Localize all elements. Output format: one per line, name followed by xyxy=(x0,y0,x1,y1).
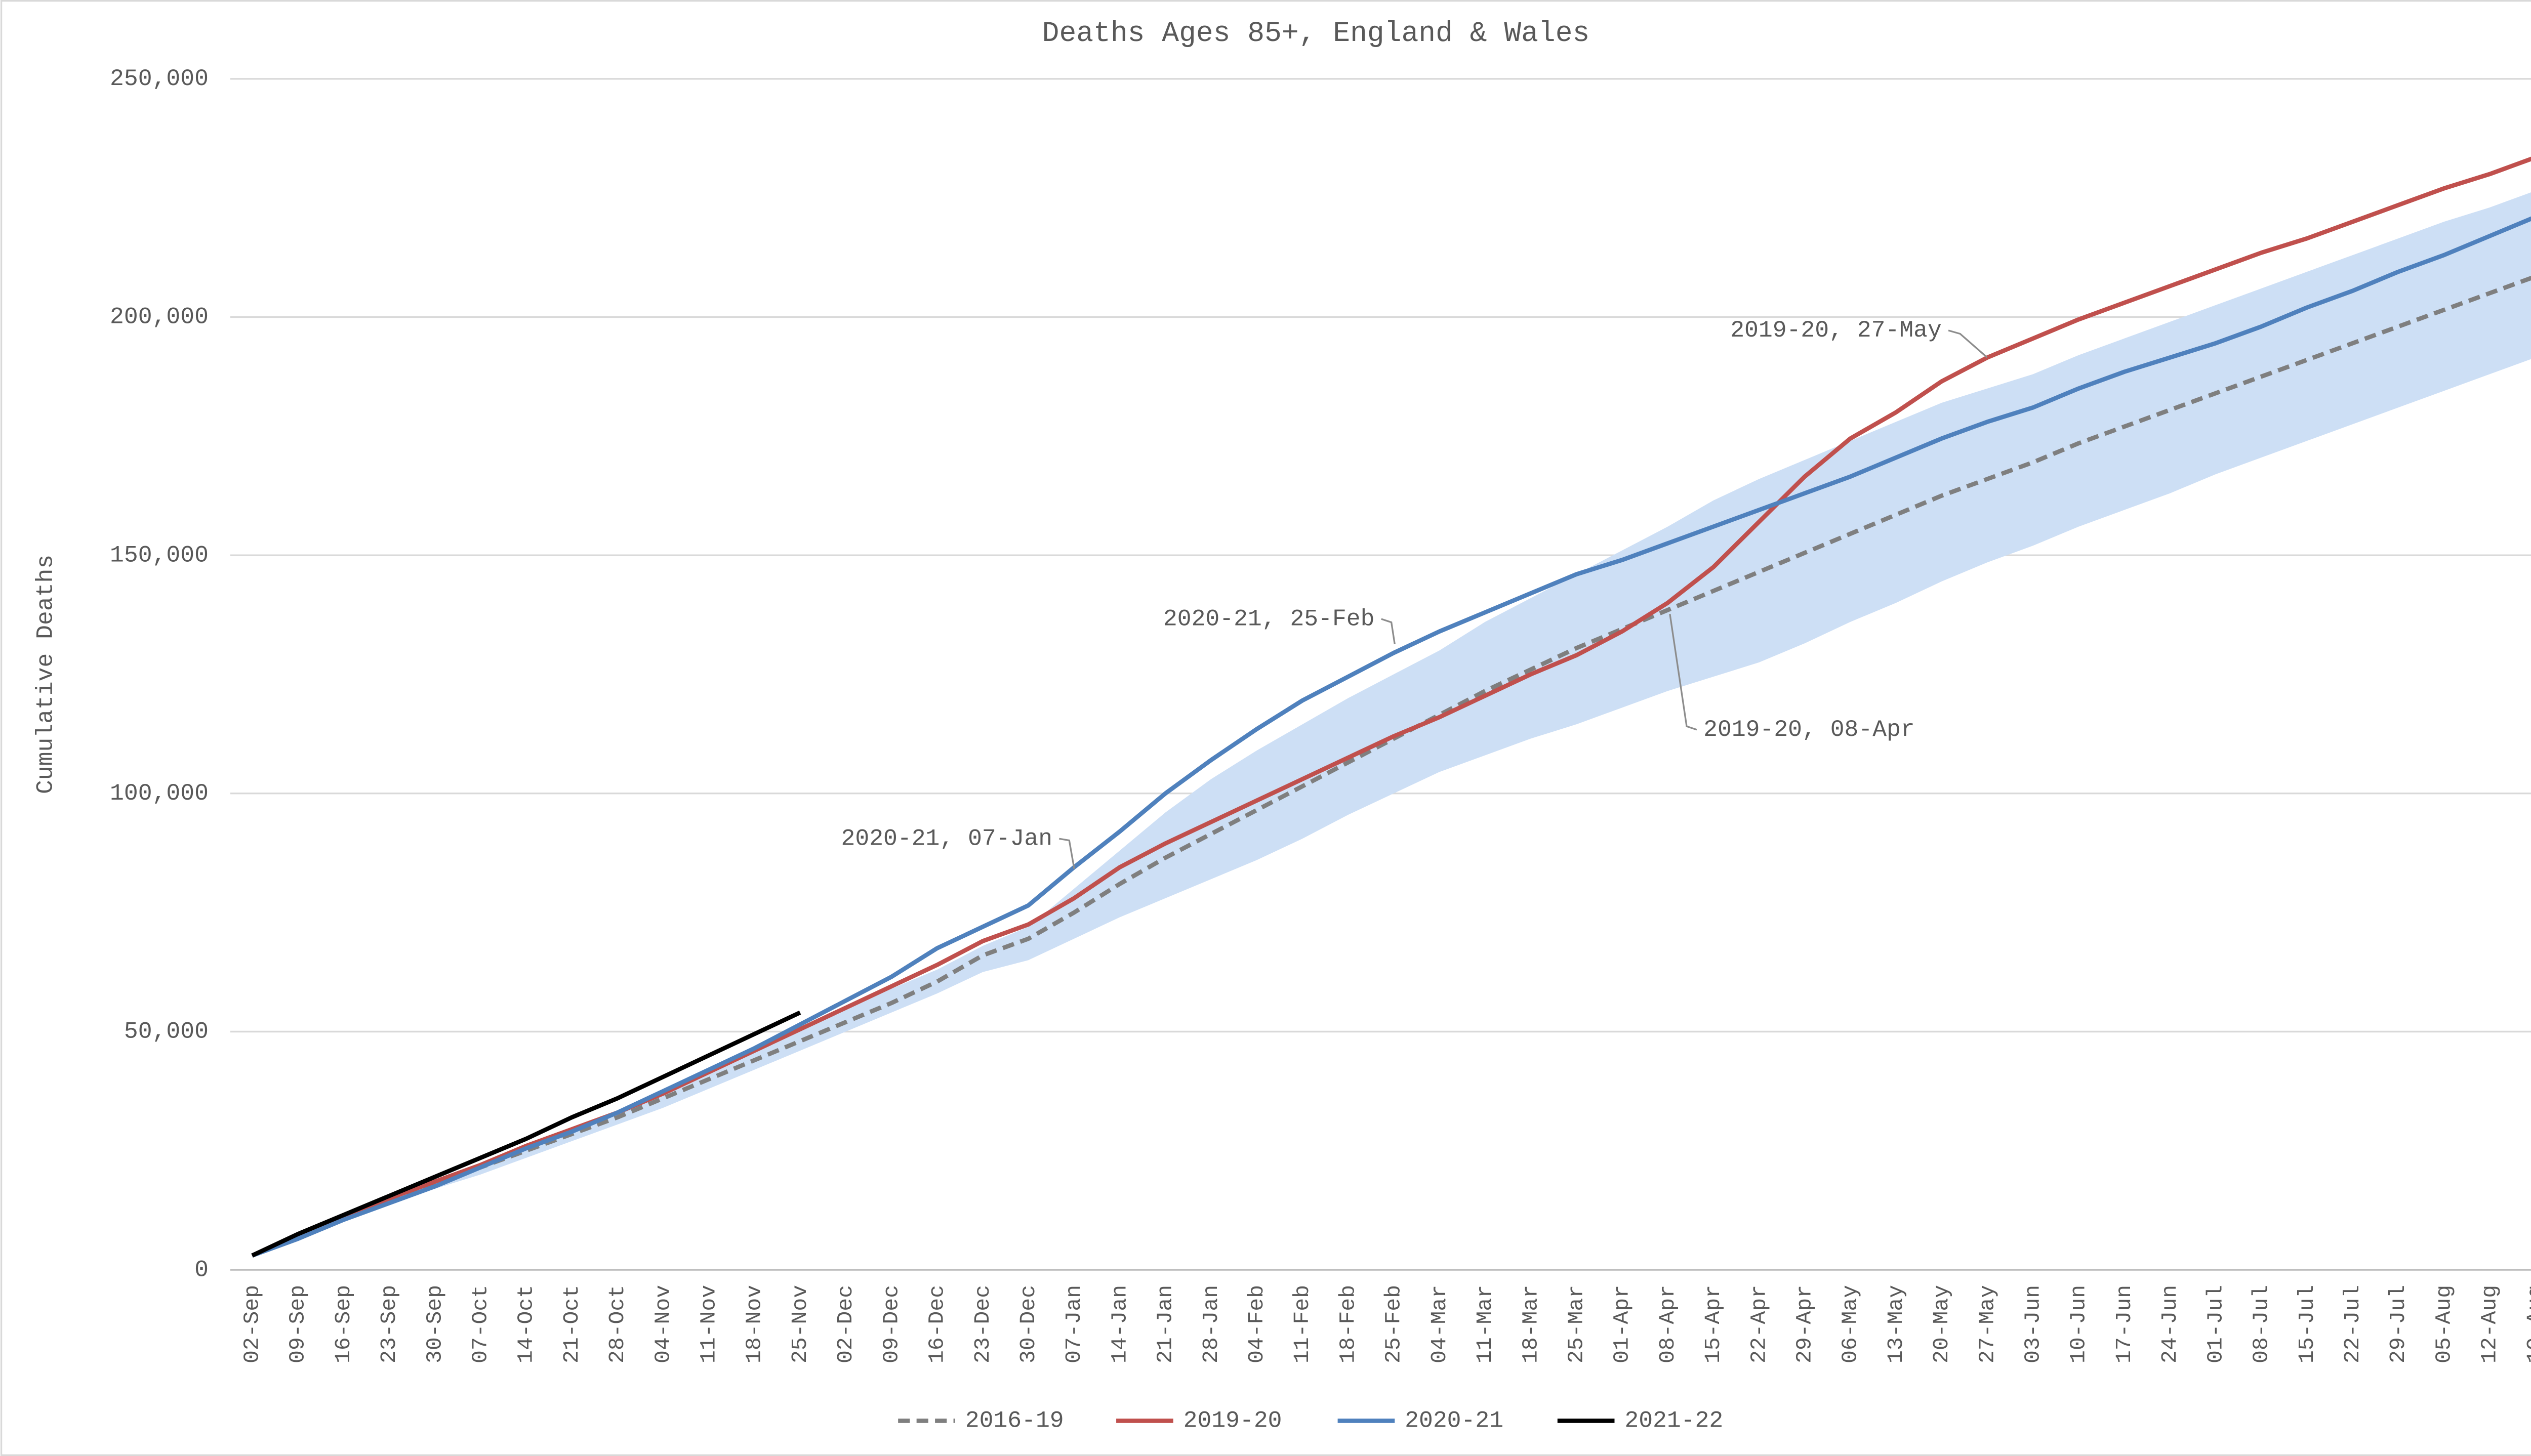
range-band xyxy=(252,192,2531,1256)
series-line xyxy=(251,1010,801,1258)
x-tick-label: 01-Jul xyxy=(2203,1285,2228,1363)
x-tick-label: 10-Jun xyxy=(2066,1285,2091,1363)
x-tick-label: 11-Feb xyxy=(1290,1285,1315,1363)
x-tick-label: 24-Jun xyxy=(2157,1285,2182,1363)
x-tick-label: 01-Apr xyxy=(1610,1285,1635,1363)
x-tick-label: 04-Nov xyxy=(650,1285,675,1363)
x-tick-label: 19-Aug xyxy=(2523,1285,2531,1363)
x-tick-label: 03-Jun xyxy=(2021,1285,2046,1363)
x-tick-label: 28-Oct xyxy=(605,1285,630,1363)
x-tick-label: 30-Dec xyxy=(1016,1285,1041,1363)
y-tick-label: 100,000 xyxy=(110,780,209,807)
x-tick-label: 04-Mar xyxy=(1427,1285,1452,1363)
x-tick-label: 14-Oct xyxy=(514,1285,539,1363)
legend-label: 2016-19 xyxy=(965,1407,1064,1434)
annotation: 2020-21, 25-Feb xyxy=(1163,605,1375,632)
chart-title: Deaths Ages 85+, England & Wales xyxy=(1042,17,1590,50)
annotation: 2020-21, 07-Jan xyxy=(841,825,1053,852)
x-tick-label: 28-Jan xyxy=(1199,1285,1223,1363)
x-tick-label: 06-May xyxy=(1838,1285,1863,1363)
x-tick-label: 13-May xyxy=(1884,1285,1908,1363)
x-tick-label: 27-May xyxy=(1975,1285,1999,1363)
x-tick-label: 08-Apr xyxy=(1655,1285,1680,1363)
annotation-leader xyxy=(1669,613,1697,731)
annotation-leader xyxy=(1059,838,1075,869)
x-tick-label: 22-Apr xyxy=(1746,1285,1771,1363)
x-tick-label: 02-Sep xyxy=(239,1285,264,1363)
annotation-leader xyxy=(1948,329,1988,358)
y-tick-label: 200,000 xyxy=(110,304,209,330)
x-tick-label: 16-Dec xyxy=(925,1285,950,1363)
x-tick-label: 18-Feb xyxy=(1335,1285,1360,1363)
y-tick-label: 150,000 xyxy=(110,542,209,568)
x-tick-label: 29-Apr xyxy=(1792,1285,1817,1363)
x-tick-label: 23-Sep xyxy=(377,1285,401,1363)
x-tick-label: 21-Jan xyxy=(1153,1285,1178,1363)
x-tick-label: 18-Mar xyxy=(1518,1285,1543,1363)
x-tick-label: 14-Jan xyxy=(1107,1285,1132,1363)
annotation-leader xyxy=(1381,618,1396,645)
x-tick-label: 23-Dec xyxy=(970,1285,995,1363)
x-tick-label: 16-Sep xyxy=(331,1285,356,1363)
x-tick-label: 07-Jan xyxy=(1062,1285,1086,1363)
annotation: 2019-20, 27-May xyxy=(1730,317,1942,344)
x-tick-label: 11-Mar xyxy=(1473,1285,1497,1363)
x-tick-label: 20-May xyxy=(1929,1285,1954,1363)
annotation: 2019-20, 08-Apr xyxy=(1703,716,1915,743)
x-tick-label: 25-Mar xyxy=(1564,1285,1588,1363)
x-tick-label: 15-Apr xyxy=(1701,1285,1726,1363)
x-tick-label: 11-Nov xyxy=(697,1285,721,1363)
legend-label: 2019-20 xyxy=(1183,1407,1282,1434)
x-tick-label: 07-Oct xyxy=(468,1285,493,1363)
x-tick-label: 08-Jul xyxy=(2249,1285,2274,1363)
x-tick-label: 30-Sep xyxy=(422,1285,447,1363)
legend-label: 2020-21 xyxy=(1405,1407,1503,1434)
x-tick-label: 09-Sep xyxy=(285,1285,310,1363)
x-tick-label: 17-Jun xyxy=(2112,1285,2137,1363)
x-tick-label: 18-Nov xyxy=(742,1285,767,1363)
y-axis-label: Cumulative Deaths xyxy=(32,555,59,794)
x-tick-label: 22-Jul xyxy=(2340,1285,2365,1363)
y-tick-label: 250,000 xyxy=(110,65,209,92)
legend-label: 2021-22 xyxy=(1624,1407,1723,1434)
x-tick-label: 09-Dec xyxy=(879,1285,904,1363)
x-tick-label: 29-Jul xyxy=(2386,1285,2411,1363)
x-tick-label: 02-Dec xyxy=(833,1285,858,1363)
x-tick-label: 25-Feb xyxy=(1381,1285,1406,1363)
x-tick-label: 25-Nov xyxy=(788,1285,812,1363)
x-tick-label: 15-Jul xyxy=(2295,1285,2319,1363)
x-tick-label: 21-Oct xyxy=(559,1285,584,1363)
x-tick-label: 12-Aug xyxy=(2477,1285,2502,1363)
series-line xyxy=(251,216,2531,1258)
y-tick-label: 50,000 xyxy=(124,1018,209,1045)
x-tick-label: 05-Aug xyxy=(2431,1285,2456,1363)
x-tick-label: 04-Feb xyxy=(1244,1285,1269,1363)
y-tick-label: 0 xyxy=(194,1256,209,1283)
